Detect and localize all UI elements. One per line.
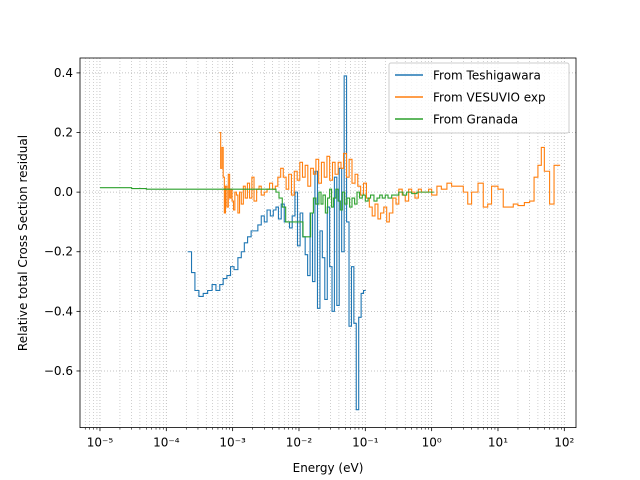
x-tick-label: 10¹ bbox=[488, 436, 508, 450]
series-layer bbox=[99, 75, 561, 411]
y-tick-label: −0.6 bbox=[44, 364, 73, 378]
legend: From Teshigawara From VESUVIO exp From G… bbox=[388, 62, 570, 134]
y-axis: 0.4 0.2 0.0 −0.2 −0.4 −0.6 bbox=[44, 66, 80, 378]
x-tick-label: 10⁰ bbox=[422, 436, 442, 450]
legend-label-granada: From Granada bbox=[433, 113, 518, 127]
y-axis-label: Relative total Cross Section residual bbox=[16, 135, 30, 351]
plot-frame bbox=[79, 57, 577, 429]
legend-label-vesuvio: From VESUVIO exp bbox=[433, 91, 546, 105]
x-tick-label: 10⁻⁵ bbox=[87, 436, 114, 450]
y-tick-label: −0.4 bbox=[44, 304, 73, 318]
x-axis-label: Energy (eV) bbox=[293, 461, 364, 475]
legend-label-teshigawara: From Teshigawara bbox=[433, 69, 541, 83]
x-tick-label: 10⁻¹ bbox=[352, 436, 379, 450]
series-line-from-teshigawara bbox=[187, 75, 366, 411]
x-tick-label: 10⁻⁴ bbox=[153, 436, 180, 450]
legend-frame bbox=[388, 62, 570, 134]
y-tick-label: 0.4 bbox=[54, 66, 73, 80]
x-tick-label: 10⁻² bbox=[286, 436, 313, 450]
x-tick-label: 10⁻³ bbox=[219, 436, 246, 450]
y-tick-label: 0.0 bbox=[54, 185, 73, 199]
y-tick-label: −0.2 bbox=[44, 245, 73, 259]
series-line-from-vesuvio-exp bbox=[219, 131, 561, 223]
series-line-from-granada bbox=[99, 187, 434, 238]
y-tick-label: 0.2 bbox=[54, 126, 73, 140]
x-axis: 10⁻⁵ 10⁻⁴ 10⁻³ 10⁻² 10⁻¹ 10⁰ 10¹ 10² bbox=[84, 427, 575, 450]
x-tick-label: 10² bbox=[554, 436, 574, 450]
